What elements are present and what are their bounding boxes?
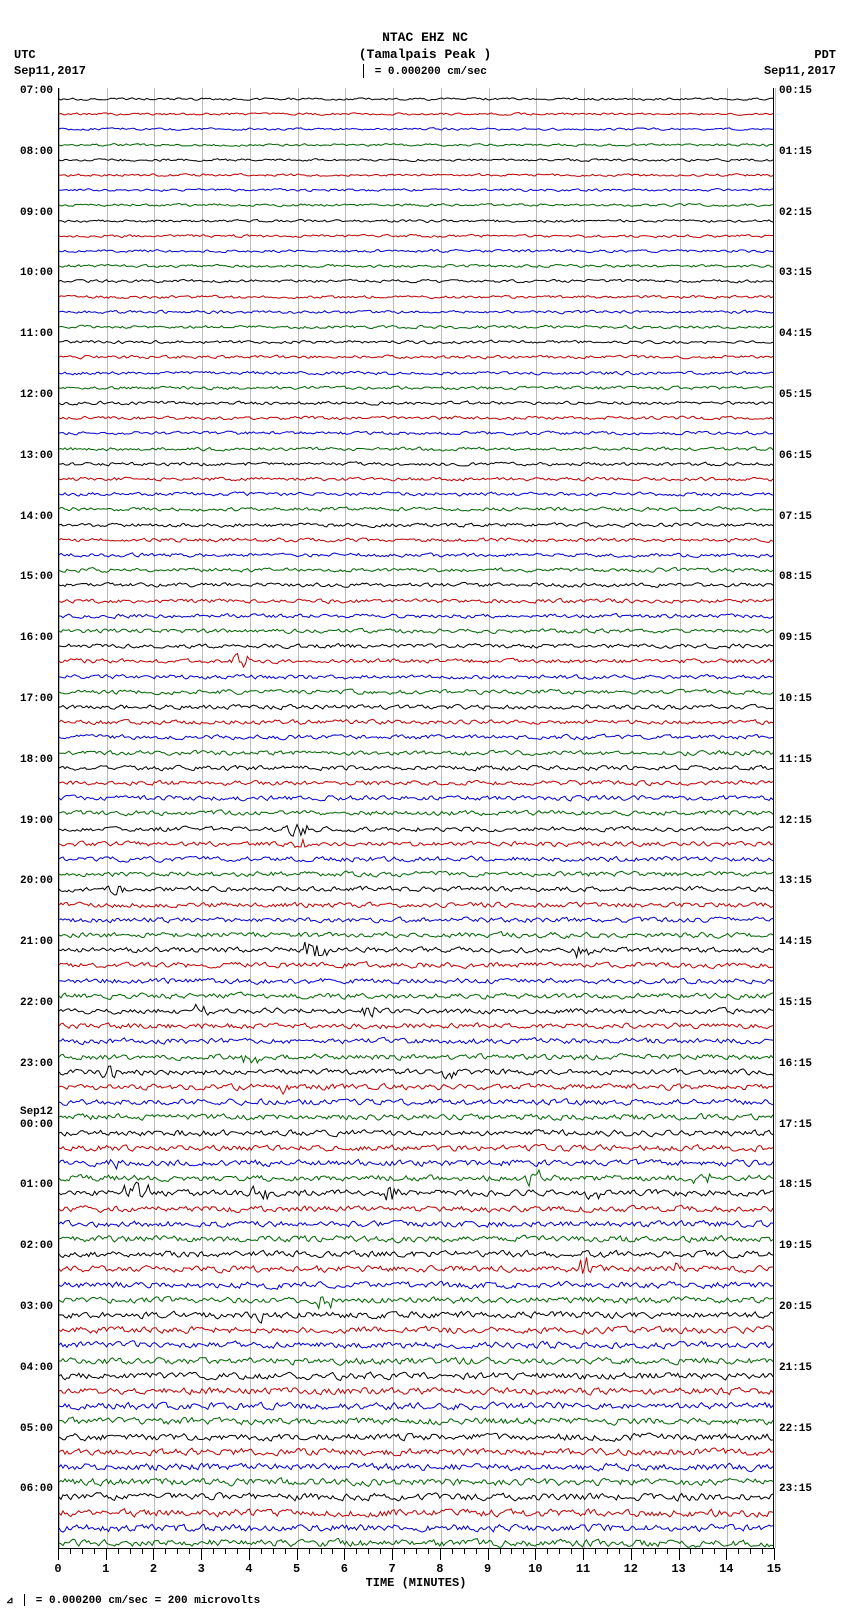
utc-hour-label: 23:00 <box>20 1059 53 1070</box>
utc-hour-label: 14:00 <box>20 512 53 523</box>
pdt-hour-label: 10:15 <box>779 694 812 705</box>
pdt-hour-label: 08:15 <box>779 572 812 583</box>
utc-hour-label: 15:00 <box>20 572 53 583</box>
utc-hour-label: 02:00 <box>20 1241 53 1252</box>
footer-text: = 0.000200 cm/sec = 200 microvolts <box>36 1595 260 1607</box>
x-tick-label: 1 <box>102 1562 109 1576</box>
pdt-hour-label: 06:15 <box>779 451 812 462</box>
date-right: Sep11,2017 <box>764 64 836 80</box>
scale-indicator: = 0.000200 cm/sec <box>0 64 850 78</box>
utc-hour-label: 06:00 <box>20 1484 53 1495</box>
utc-hour-label: 01:00 <box>20 1180 53 1191</box>
pdt-hour-label: 02:15 <box>779 208 812 219</box>
pdt-hour-label: 20:15 <box>779 1302 812 1313</box>
pdt-hour-label: 00:15 <box>779 86 812 97</box>
seismogram-container: UTC Sep11,2017 NTAC EHZ NC (Tamalpais Pe… <box>0 0 850 1613</box>
utc-hour-label: 10:00 <box>20 268 53 279</box>
x-tick-label: 9 <box>484 1562 491 1576</box>
pdt-hour-label: 14:15 <box>779 937 812 948</box>
utc-hour-label: 08:00 <box>20 147 53 158</box>
pdt-hour-label: 07:15 <box>779 512 812 523</box>
x-tick-label: 14 <box>719 1562 733 1576</box>
x-tick-label: 5 <box>293 1562 300 1576</box>
x-tick-label: 15 <box>767 1562 781 1576</box>
header-right: PDT Sep11,2017 <box>764 48 836 79</box>
utc-hour-label: 05:00 <box>20 1424 53 1435</box>
pdt-hour-label: 18:15 <box>779 1180 812 1191</box>
pdt-hour-label: 17:15 <box>779 1120 812 1131</box>
tz-right: PDT <box>764 48 836 64</box>
x-tick-label: 0 <box>54 1562 61 1576</box>
pdt-hour-label: 21:15 <box>779 1363 812 1374</box>
pdt-hour-label: 05:15 <box>779 390 812 401</box>
pdt-hour-label: 13:15 <box>779 876 812 887</box>
utc-hour-label: 00:00 <box>20 1120 53 1131</box>
plot-area: 07:0000:1508:0001:1509:0002:1510:0003:15… <box>58 88 774 1548</box>
utc-hour-label: 07:00 <box>20 86 53 97</box>
x-tick-label: 7 <box>389 1562 396 1576</box>
pdt-hour-label: 11:15 <box>779 755 812 766</box>
x-tick-label: 4 <box>245 1562 252 1576</box>
station-line2: (Tamalpais Peak ) <box>0 47 850 64</box>
pdt-hour-label: 22:15 <box>779 1424 812 1435</box>
x-tick-label: 6 <box>341 1562 348 1576</box>
trace-row <box>59 1536 773 1551</box>
pdt-hour-label: 04:15 <box>779 329 812 340</box>
utc-hour-label: 13:00 <box>20 451 53 462</box>
x-tick-label: 2 <box>150 1562 157 1576</box>
x-tick-label: 8 <box>436 1562 443 1576</box>
x-tick-label: 3 <box>198 1562 205 1576</box>
pdt-hour-label: 23:15 <box>779 1484 812 1495</box>
footer: ⊿ = 0.000200 cm/sec = 200 microvolts <box>6 1594 260 1607</box>
utc-hour-label: 19:00 <box>20 816 53 827</box>
utc-hour-label: 17:00 <box>20 694 53 705</box>
utc-hour-label: 12:00 <box>20 390 53 401</box>
day-break-label: Sep12 <box>20 1107 53 1118</box>
x-tick-label: 11 <box>576 1562 590 1576</box>
pdt-hour-label: 01:15 <box>779 147 812 158</box>
pdt-hour-label: 03:15 <box>779 268 812 279</box>
scale-text: = 0.000200 cm/sec <box>375 66 487 78</box>
utc-hour-label: 22:00 <box>20 998 53 1009</box>
pdt-hour-label: 12:15 <box>779 816 812 827</box>
utc-hour-label: 21:00 <box>20 937 53 948</box>
utc-hour-label: 04:00 <box>20 1363 53 1374</box>
pdt-hour-label: 15:15 <box>779 998 812 1009</box>
x-tick-label: 10 <box>528 1562 542 1576</box>
utc-hour-label: 20:00 <box>20 876 53 887</box>
pdt-hour-label: 16:15 <box>779 1059 812 1070</box>
pdt-hour-label: 19:15 <box>779 1241 812 1252</box>
utc-hour-label: 11:00 <box>20 329 53 340</box>
utc-hour-label: 03:00 <box>20 1302 53 1313</box>
grid-line <box>775 88 776 1548</box>
x-tick-major <box>774 1548 775 1560</box>
pdt-hour-label: 09:15 <box>779 633 812 644</box>
seismic-trace <box>59 1528 773 1558</box>
x-axis-title: TIME (MINUTES) <box>58 1576 774 1590</box>
header-center: NTAC EHZ NC (Tamalpais Peak ) <box>0 30 850 64</box>
utc-hour-label: 16:00 <box>20 633 53 644</box>
x-tick-label: 12 <box>624 1562 638 1576</box>
utc-hour-label: 18:00 <box>20 755 53 766</box>
station-line1: NTAC EHZ NC <box>0 30 850 47</box>
x-tick-label: 13 <box>671 1562 685 1576</box>
utc-hour-label: 09:00 <box>20 208 53 219</box>
